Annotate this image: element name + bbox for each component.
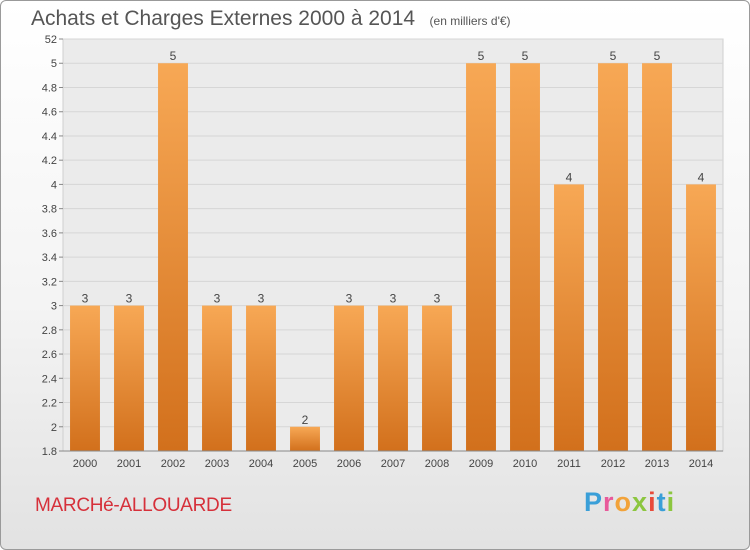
bar: [158, 63, 188, 452]
logo-letter: i: [666, 487, 676, 517]
logo-letter: P: [584, 487, 604, 517]
x-tick-label: 2010: [513, 458, 537, 470]
x-tick-label: 2007: [381, 458, 405, 470]
bar: [290, 426, 320, 451]
data-label: 5: [610, 49, 617, 63]
y-tick-label: 4.4: [42, 131, 57, 143]
y-tick-label: 4.6: [42, 107, 57, 119]
data-label: 3: [434, 292, 441, 306]
x-tick-label: 2004: [249, 458, 273, 470]
x-tick-label: 2006: [337, 458, 361, 470]
chart-title: Achats et Charges Externes 2000 à 2014: [31, 7, 416, 30]
x-tick-label: 2013: [645, 458, 669, 470]
y-tick-label: 2.8: [42, 325, 57, 337]
logo-letter: r: [603, 487, 615, 517]
x-tick-label: 2012: [601, 458, 625, 470]
bar: [686, 184, 716, 452]
x-tick-label: 2000: [73, 458, 97, 470]
bar: [422, 305, 452, 451]
x-tick-label: 2008: [425, 458, 449, 470]
y-tick-label: 3.2: [42, 276, 57, 288]
bar: [114, 305, 144, 451]
x-tick-label: 2002: [161, 458, 185, 470]
y-axis: 1.8 2 2.2 2.4 2.6 2.8 3 3.2 3.4 3.6 3.8 4 4.2 4.4 4.6 4…: [42, 34, 63, 458]
y-tick-label: 2.6: [42, 349, 57, 361]
y-tick-label: 2.2: [42, 398, 57, 410]
data-labels: 3 3 5 3 3 2 3 3 3 5 5 4 5 5 4: [82, 49, 705, 427]
data-label: 3: [214, 292, 221, 306]
logo-letter: t: [656, 487, 667, 517]
x-tick-label: 2001: [117, 458, 141, 470]
x-tick-label: 2005: [293, 458, 317, 470]
y-tick-label: 4.2: [42, 155, 57, 167]
y-tick-label: 3.8: [42, 204, 57, 216]
data-label: 5: [478, 49, 485, 63]
bar: [554, 184, 584, 452]
x-tick-label: 2003: [205, 458, 229, 470]
y-tick-label: 3: [51, 301, 57, 313]
bar: [70, 305, 100, 451]
data-label: 5: [170, 49, 177, 63]
chart-unit: (en milliers d'€): [429, 14, 511, 28]
data-label: 3: [258, 292, 265, 306]
bar: [378, 305, 408, 451]
y-tick-label: 5: [51, 58, 57, 70]
data-label: 5: [522, 49, 529, 63]
bars: [70, 63, 716, 452]
logo-letter: i: [648, 487, 657, 517]
y-tick-label: 2: [51, 422, 57, 434]
logo-letter: x: [632, 487, 649, 517]
bar: [510, 63, 540, 452]
bar: [246, 305, 276, 451]
y-tick-label: 1.8: [42, 446, 57, 458]
data-label: 4: [698, 170, 705, 184]
y-tick-label: 4.8: [42, 82, 57, 94]
proxiti-logo: Proxiti: [584, 487, 675, 518]
data-label: 3: [346, 292, 353, 306]
y-tick-label: 52: [45, 34, 57, 46]
bar: [334, 305, 364, 451]
bar: [202, 305, 232, 451]
data-label: 4: [566, 170, 573, 184]
logo-letter: o: [614, 487, 633, 517]
data-label: 3: [390, 292, 397, 306]
title-row: Achats et Charges Externes 2000 à 2014 (…: [31, 7, 511, 31]
y-tick-label: 2.4: [42, 373, 57, 385]
y-tick-label: 4: [51, 179, 57, 191]
data-label: 3: [82, 292, 89, 306]
x-tick-label: 2009: [469, 458, 493, 470]
data-label: 5: [654, 49, 661, 63]
y-tick-label: 3.6: [42, 228, 57, 240]
bar: [598, 63, 628, 452]
x-tick-label: 2014: [689, 458, 713, 470]
bar: [466, 63, 496, 452]
data-label: 2: [302, 413, 309, 427]
data-label: 3: [126, 292, 133, 306]
x-axis: 2000 2001 2002 2003 2004 2005 2006 2007 2008 2009…: [63, 450, 723, 470]
commune-name: MARCHé-ALLOUARDE: [35, 495, 232, 516]
x-tick-label: 2011: [557, 458, 581, 470]
bar: [642, 63, 672, 452]
y-tick-label: 3.4: [42, 252, 57, 264]
